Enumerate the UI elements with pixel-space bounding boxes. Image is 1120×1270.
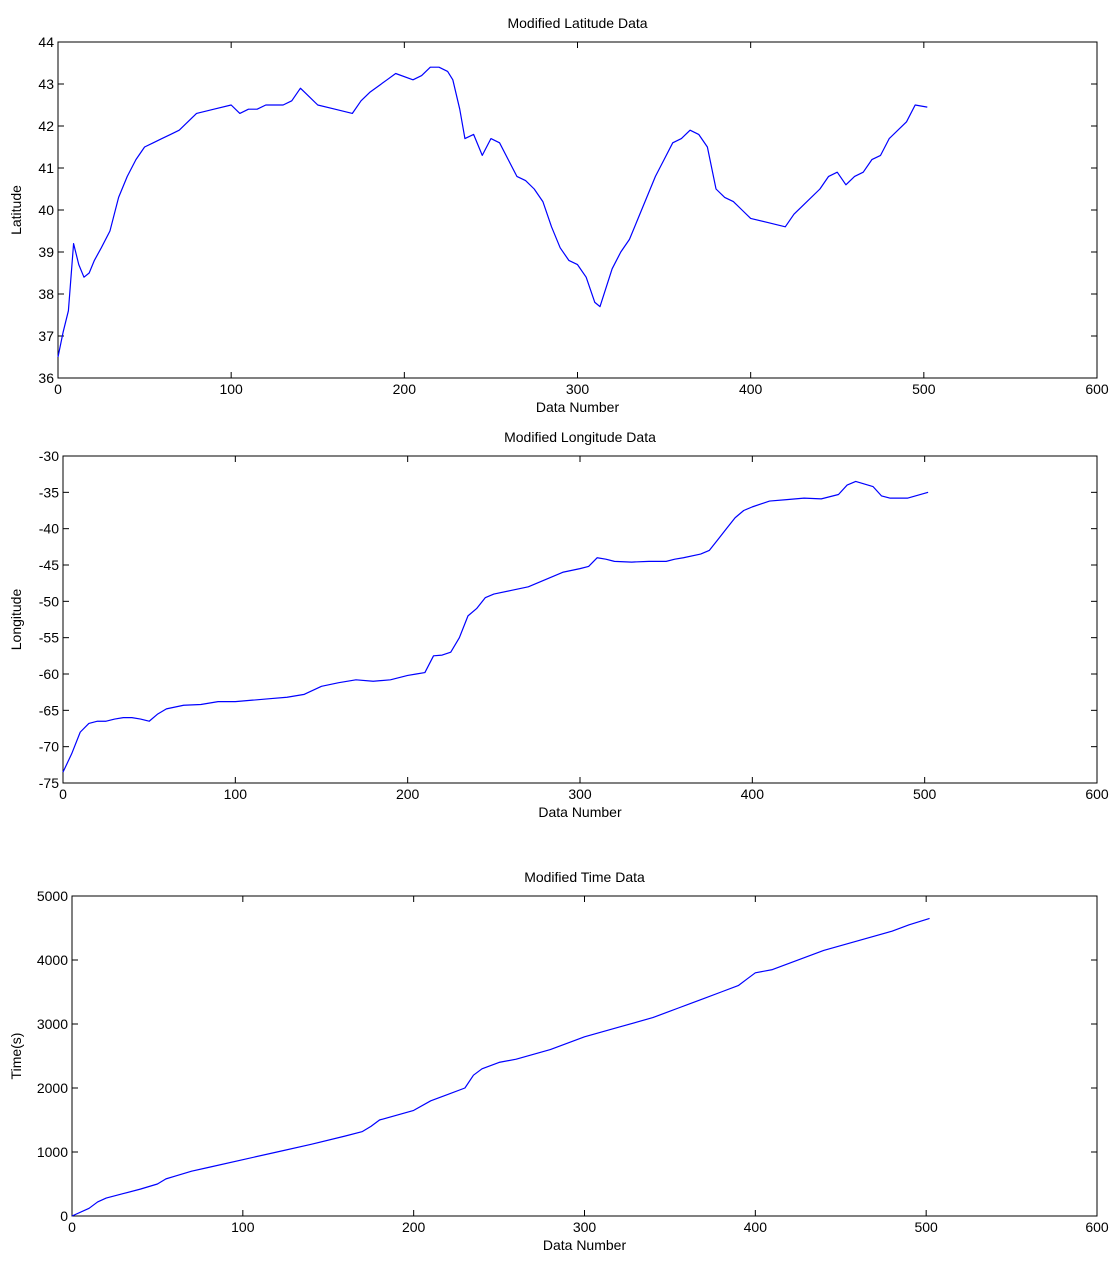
x-tick-label: 0 [59,786,67,802]
y-tick-label: 42 [38,118,54,134]
x-tick-label: 400 [744,1219,768,1235]
y-tick-label: 40 [38,202,54,218]
x-tick-label: 600 [1085,1219,1109,1235]
x-tick-label: 100 [224,786,248,802]
y-tick-label: -30 [39,448,59,464]
x-tick-label: 300 [566,381,590,397]
y-tick-label: -35 [39,484,59,500]
x-tick-label: 200 [402,1219,426,1235]
x-tick-label: 500 [913,786,937,802]
x-tick-label: 400 [741,786,765,802]
x-tick-label: 200 [396,786,420,802]
y-tick-label: 0 [60,1208,68,1224]
y-tick-label: -45 [39,557,59,573]
x-axis-label: Data Number [538,804,622,820]
plot-area [71,895,1098,1217]
x-tick-label: 200 [393,381,417,397]
y-tick-label: 2000 [37,1080,68,1096]
chart-1: 0 100 200 300 400 500 600 -75 -70 -65 -60 -55 -50 -45… [8,429,1109,820]
x-tick-label: 400 [739,381,763,397]
y-tick-label: 36 [38,370,54,386]
x-tick-label: 0 [68,1219,76,1235]
y-tick-label: 43 [38,76,54,92]
y-tick-label: -70 [39,739,59,755]
x-tick-label: 500 [912,381,936,397]
plot-area [62,455,1098,784]
y-tick-label: 5000 [37,888,68,904]
x-tick-label: 300 [573,1219,597,1235]
x-axis-label: Data Number [543,1237,627,1253]
y-tick-label: -50 [39,593,59,609]
series-line [57,66,928,358]
chart-title: Modified Latitude Data [507,15,647,31]
y-tick-label: 39 [38,244,54,260]
y-axis-label: Time(s) [8,1033,24,1080]
chart-title: Modified Longitude Data [504,429,656,445]
chart-title: Modified Time Data [524,869,645,885]
y-tick-label: 4000 [37,952,68,968]
y-tick-label: 38 [38,286,54,302]
y-tick-label: 41 [38,160,54,176]
x-tick-label: 100 [231,1219,255,1235]
y-tick-label: 3000 [37,1016,68,1032]
plot-area [57,41,1098,379]
x-tick-label: 100 [219,381,243,397]
y-tick-label: -60 [39,666,59,682]
y-tick-label: -65 [39,702,59,718]
x-tick-label: 600 [1085,786,1109,802]
x-tick-label: 300 [568,786,592,802]
y-axis-label: Longitude [8,589,24,651]
chart-0: 0 100 200 300 400 500 600 36 37 38 39 40 41 42 43 44 Mod… [8,15,1109,415]
x-tick-label: 600 [1085,381,1109,397]
x-tick-label: 0 [54,381,62,397]
chart-2: 0 100 200 300 400 500 600 0 1000 2000 3000 4000 5000… [8,869,1109,1253]
y-axis-label: Latitude [8,185,24,235]
y-tick-label: 1000 [37,1144,68,1160]
y-tick-label: -75 [39,775,59,791]
y-tick-label: -40 [39,521,59,537]
x-tick-label: 500 [914,1219,938,1235]
y-tick-label: 44 [38,34,54,50]
y-tick-label: 37 [38,328,54,344]
series-line [71,917,930,1217]
y-tick-label: -55 [39,630,59,646]
series-line [62,480,929,773]
x-axis-label: Data Number [536,399,620,415]
